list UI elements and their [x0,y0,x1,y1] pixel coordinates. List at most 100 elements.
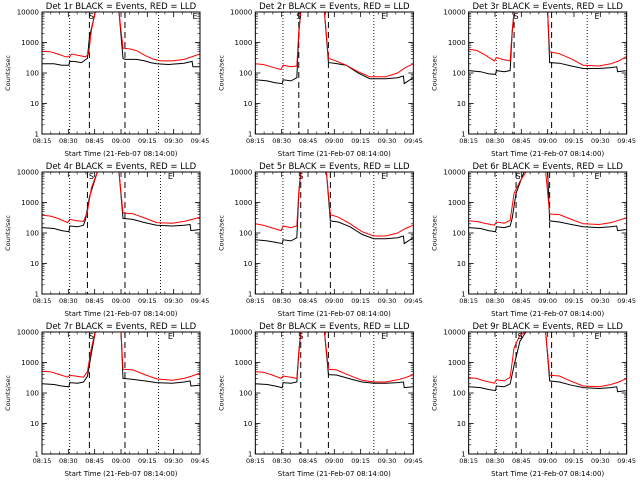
y-tick-label: 1000 [235,199,253,207]
x-tick-label: 08:30 [486,457,505,465]
series-events [468,172,627,233]
x-tick-label: 08:45 [85,457,104,465]
y-tick-label: 10000 [17,329,39,337]
x-tick-label: 09:15 [138,297,157,305]
x-tick-label: 08:15 [33,297,52,305]
saa-marker-e: E [168,172,173,181]
x-tick-label: 08:30 [272,137,291,145]
y-axis-label: Counts/sec [431,55,439,91]
x-tick-label: 09:30 [164,457,183,465]
chart-title: Det 7r BLACK = Events, RED = LLD [46,322,197,332]
panel-1: Det 1r BLACK = Events, RED = LLD Counts/s… [4,2,209,158]
x-tick-label: 09:00 [325,297,344,305]
x-tick-label: 09:00 [538,137,557,145]
x-tick-label: 08:15 [459,297,478,305]
x-tick-label: 08:45 [512,297,531,305]
y-tick-label: 10 [30,420,39,428]
plot-frame [468,11,628,135]
plot-frame [254,331,414,455]
x-axis-label: Start Time (21-Feb-07 08:14:00) [278,150,391,158]
series-group [42,12,200,68]
chart-title: Det 1r BLACK = Events, RED = LLD [46,2,197,12]
series-events [468,332,627,393]
saa-marker-s: S [514,12,519,21]
plot-frame [468,331,628,455]
series-group [468,332,627,393]
x-tick-label: 08:45 [85,137,104,145]
x-tick-label: 08:15 [459,457,478,465]
y-tick-label: 1000 [448,359,466,367]
y-axis-label: Counts/sec [4,375,12,411]
saa-marker-s: S [515,172,520,181]
x-tick-label: 09:30 [164,137,183,145]
y-axis-label: Counts/sec [217,215,225,251]
saa-marker-e: E [381,172,386,181]
y-tick-label: 100 [239,70,252,78]
x-tick-label: 08:45 [512,137,531,145]
x-tick-label: 08:45 [299,457,318,465]
series-lld [255,332,414,383]
saa-marker-s: S [89,12,94,21]
series-events [255,12,414,85]
x-axis-label: Start Time (21-Feb-07 08:14:00) [278,310,391,318]
plot-frame [254,171,414,295]
saa-marker-s: S [298,172,303,181]
x-tick-label: 08:30 [59,297,78,305]
panel-4: Det 4r BLACK = Events, RED = LLD Counts/s… [4,162,209,318]
x-tick-label: 09:45 [617,457,636,465]
x-tick-label: 08:30 [486,137,505,145]
panel-2: Det 2r BLACK = Events, RED = LLD Counts/s… [217,2,422,158]
series-events [255,332,414,389]
x-tick-label: 08:30 [59,137,78,145]
saa-marker-e: E [381,12,386,21]
x-tick-label: 09:15 [565,457,584,465]
x-axis-label: Start Time (21-Feb-07 08:14:00) [491,150,604,158]
y-tick-label: 10000 [443,9,465,17]
y-tick-label: 10 [457,100,466,108]
plot-frame [254,11,414,135]
x-tick-label: 09:45 [191,297,210,305]
y-tick-label: 10000 [230,329,252,337]
x-axis-label: Start Time (21-Feb-07 08:14:00) [491,310,604,318]
series-group [42,332,200,388]
panel-5: Det 5r BLACK = Events, RED = LLD Counts/s… [217,162,422,318]
x-tick-label: 09:45 [617,137,636,145]
chart-title: Det 2r BLACK = Events, RED = LLD [259,2,410,12]
x-tick-label: 08:30 [272,297,291,305]
plot-frame [41,171,201,295]
x-tick-label: 08:45 [299,297,318,305]
y-axis-label: Counts/sec [431,215,439,251]
y-tick-label: 100 [26,390,39,398]
y-tick-label: 10 [243,420,252,428]
x-axis-label: Start Time (21-Feb-07 08:14:00) [64,470,177,478]
saa-marker-s: S [517,332,522,341]
y-tick-label: 10000 [230,9,252,17]
x-tick-label: 08:15 [246,297,265,305]
series-events [42,332,200,388]
x-tick-label: 08:45 [85,297,104,305]
y-tick-label: 1000 [21,359,39,367]
saa-marker-e: E [192,12,197,21]
x-tick-label: 09:30 [164,297,183,305]
panel-9: Det 9r BLACK = Events, RED = LLD Counts/s… [431,322,636,478]
x-tick-label: 09:00 [538,297,557,305]
y-tick-label: 1 [248,291,252,299]
x-tick-label: 08:15 [33,457,52,465]
series-events [42,12,200,68]
y-tick-label: 10 [243,100,252,108]
y-tick-label: 1 [35,291,39,299]
series-group [468,172,627,233]
y-tick-label: 100 [452,390,465,398]
x-axis-label: Start Time (21-Feb-07 08:14:00) [491,470,604,478]
y-tick-label: 10000 [17,9,39,17]
x-tick-label: 09:45 [617,297,636,305]
y-tick-label: 10 [243,260,252,268]
x-tick-label: 08:15 [246,137,265,145]
y-tick-label: 1 [35,451,39,459]
saa-marker-s: S [89,332,94,341]
x-tick-label: 09:15 [351,137,370,145]
x-tick-label: 09:15 [351,297,370,305]
y-tick-label: 1 [461,451,465,459]
saa-marker-s: S [298,332,303,341]
y-tick-label: 1000 [235,39,253,47]
